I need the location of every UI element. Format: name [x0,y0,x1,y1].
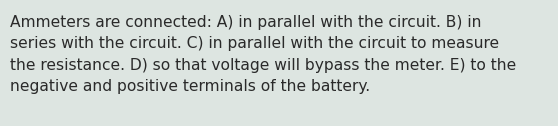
Text: Ammeters are connected: A) in parallel with the circuit. B) in
series with the c: Ammeters are connected: A) in parallel w… [10,15,516,94]
